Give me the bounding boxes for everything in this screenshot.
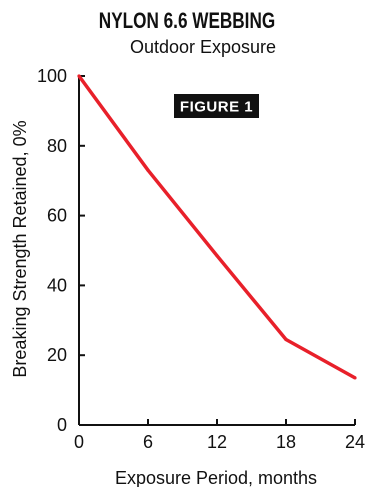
y-tick-label: 60 (47, 206, 67, 226)
data-point (146, 168, 150, 172)
y-tick-label: 40 (47, 275, 67, 295)
data-point (353, 376, 357, 380)
figure-badge: FIGURE 1 (174, 94, 259, 118)
x-tick-label: 24 (345, 432, 365, 452)
ticks: 0 20 40 60 80 100 0 6 12 18 24 (37, 66, 365, 452)
data-point (215, 254, 219, 258)
y-tick-label: 80 (47, 136, 67, 156)
x-tick-label: 18 (276, 432, 296, 452)
data-point (284, 337, 288, 342)
y-tick-label: 0 (57, 415, 67, 435)
data-point (77, 74, 81, 78)
x-tick-label: 0 (74, 432, 84, 452)
y-axis-label: Breaking Strength Retained, 0% (10, 120, 30, 377)
y-tick-label: 100 (37, 66, 67, 86)
chart-subtitle: Outdoor Exposure (129, 37, 277, 57)
series (77, 74, 357, 380)
y-tick-label: 20 (47, 345, 67, 365)
figure-badge-label: FIGURE 1 (180, 99, 253, 116)
chart-title: NYLON 6.6 WEBBING (98, 8, 276, 33)
x-axis-label: Exposure Period, months (115, 468, 317, 487)
x-tick-label: 6 (143, 432, 153, 452)
series-line (77, 74, 356, 380)
x-tick-label: 12 (207, 432, 227, 452)
axes (78, 76, 355, 426)
figure-badge-background (174, 94, 259, 118)
